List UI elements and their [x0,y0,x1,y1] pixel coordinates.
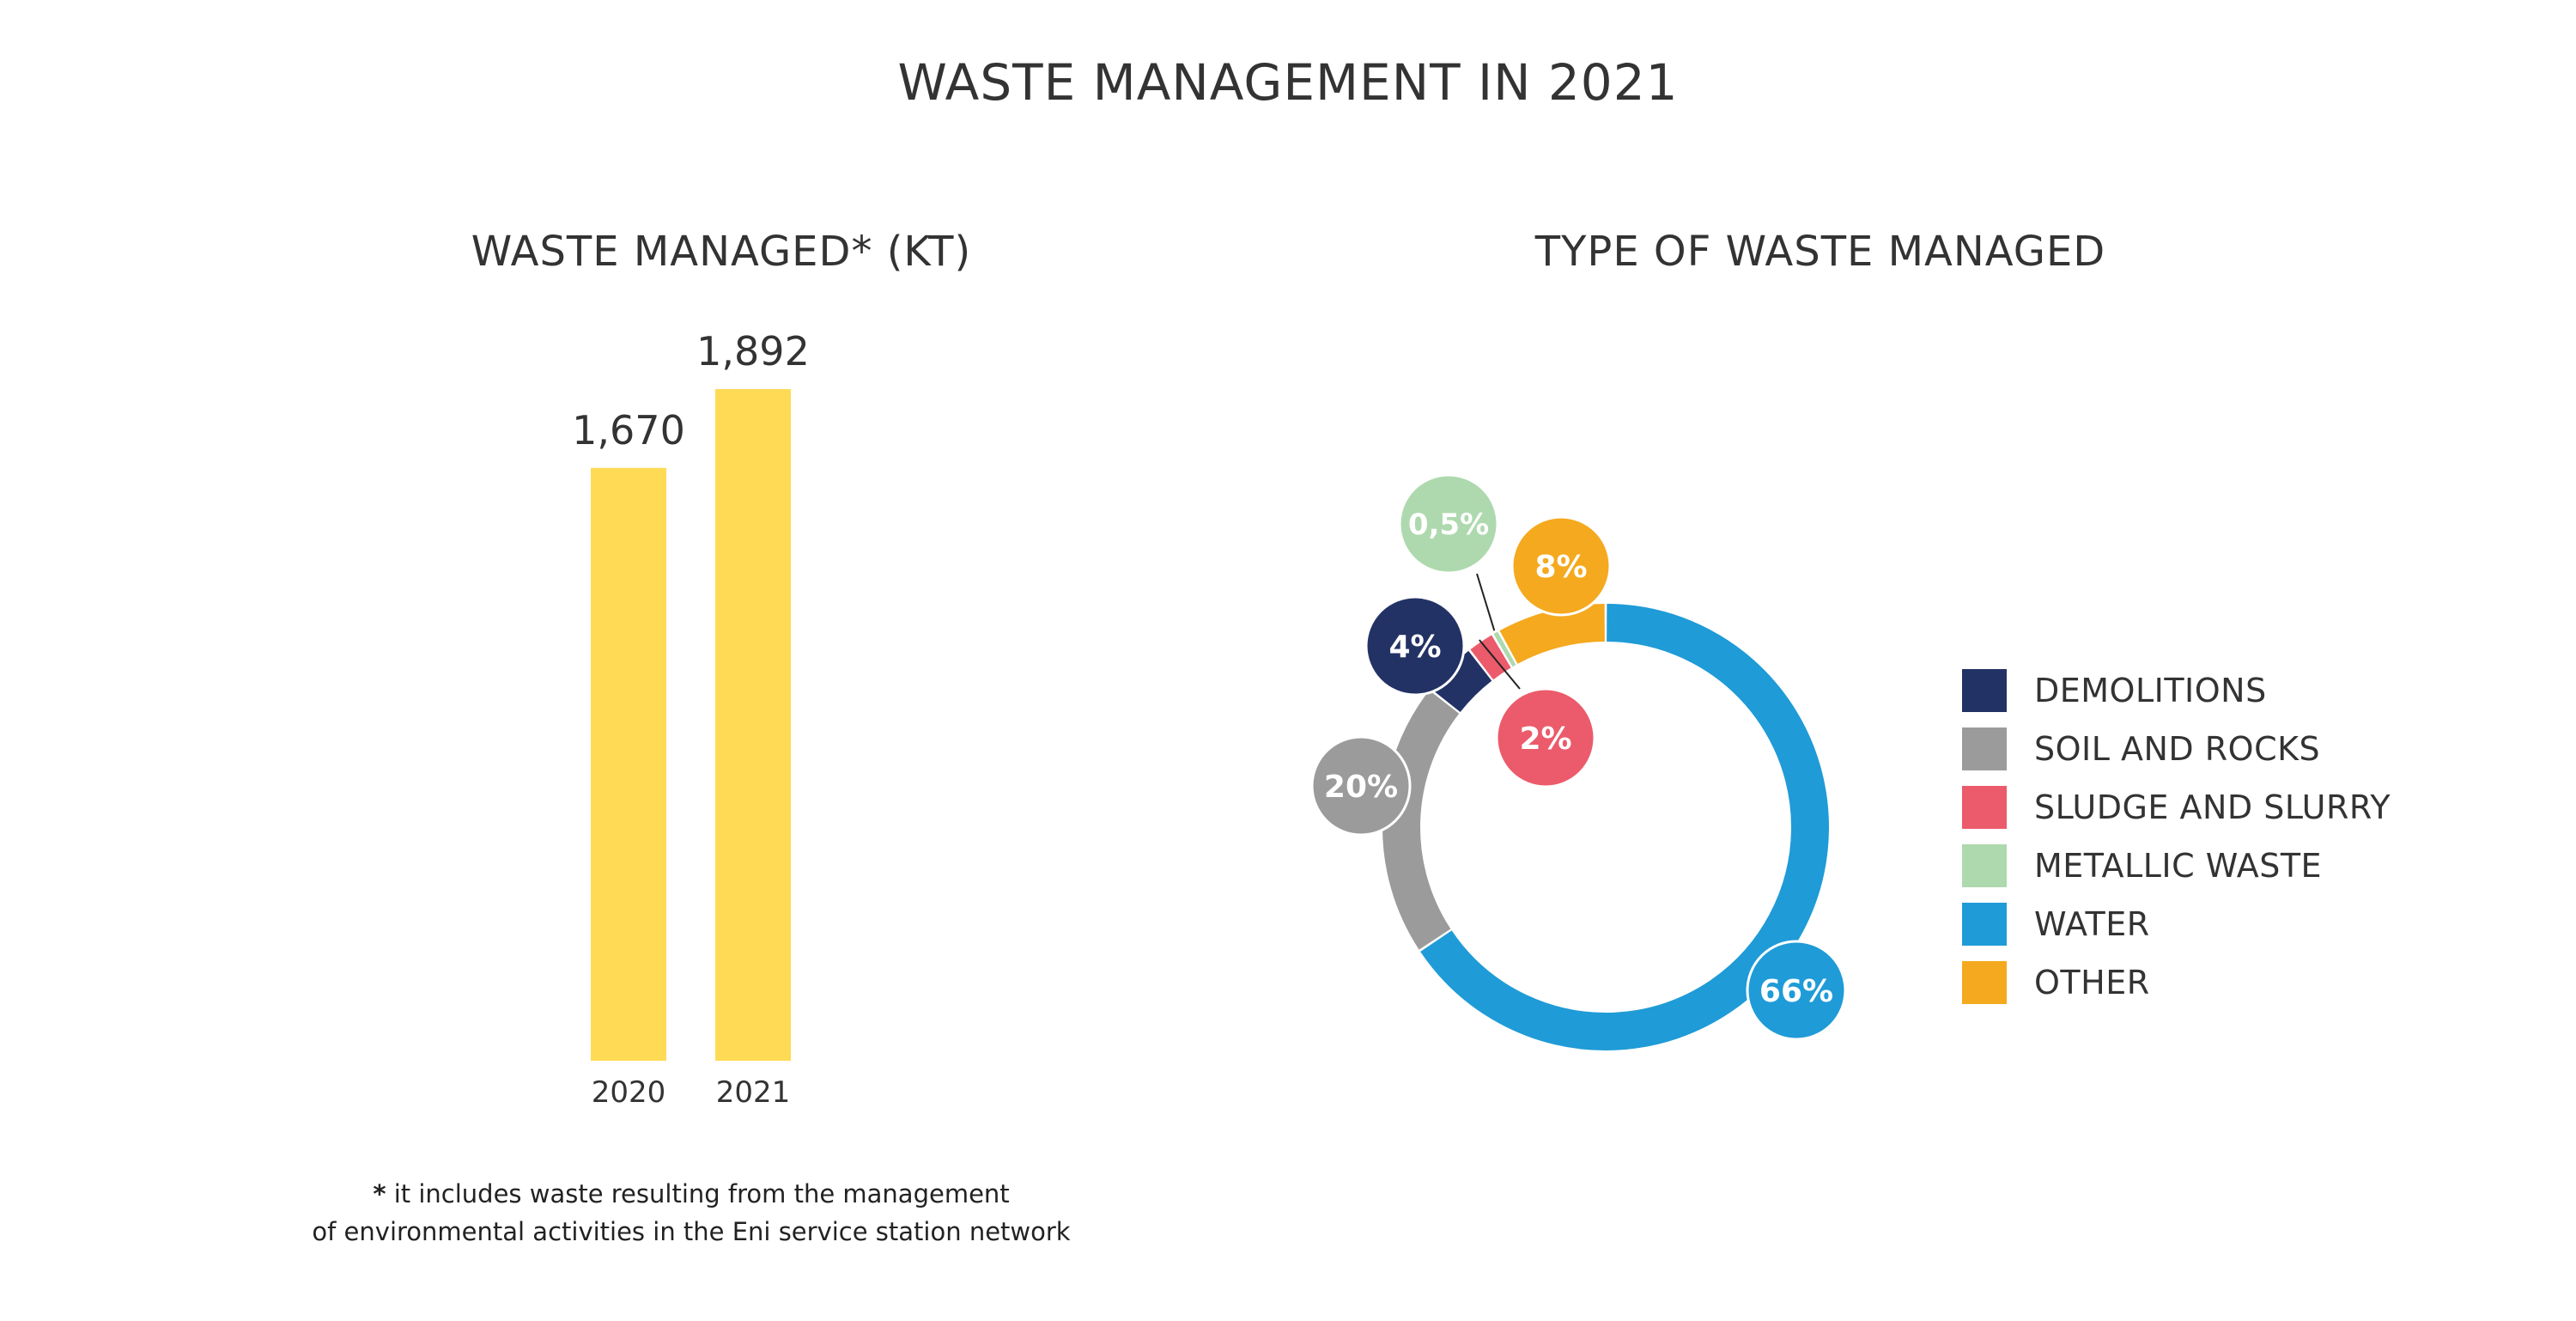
bar-category-label-2020: 2020 [592,1075,666,1110]
donut-legend: DEMOLITIONS SOIL AND ROCKS SLUDGE AND SLUR… [1962,661,2391,1012]
bar-chart-title: WASTE MANAGED* (KT) [471,228,972,276]
legend-swatch [1962,727,2007,770]
bubble-metallic-waste [1398,473,1499,575]
legend-label: SOIL AND ROCKS [2034,730,2321,768]
footnote: * it includes waste resulting from the m… [197,1175,1185,1251]
bubble-label-soil-and-rocks: 20% [1324,770,1398,805]
bubble-water [1746,940,1847,1041]
legend-item-demolitions: DEMOLITIONS [1962,661,2391,720]
bubble-label-other: 8% [1534,550,1587,585]
bar-value-label-2020: 1,670 [572,407,685,454]
main-title: WASTE MANAGEMENT IN 2021 [897,53,1679,112]
legend-item-metallic-waste: METALLIC WASTE [1962,837,2391,895]
bubble-label-demolitions: 4% [1388,630,1441,665]
legend-item-sludge-and-slurry: SLUDGE AND SLURRY [1962,778,2391,837]
bubble-sludge-and-slurry [1495,687,1596,788]
footnote-text-1: it includes waste resulting from the man… [393,1179,1010,1208]
legend-label: METALLIC WASTE [2034,847,2323,885]
legend-swatch [1962,669,2007,712]
legend-swatch [1962,903,2007,946]
legend-swatch [1962,786,2007,829]
legend-label: WATER [2034,905,2150,943]
donut-slice-water [1420,604,1829,1050]
legend-label: OTHER [2034,964,2150,1001]
leader-line-metallic-waste [1476,573,1496,631]
legend-item-soil-and-rocks: SOIL AND ROCKS [1962,720,2391,778]
bar-2020 [591,467,666,1061]
donut-slice-soil-and-rocks [1382,690,1460,950]
legend-swatch [1962,961,2007,1004]
donut-chart: 66% 20% 4% 2% 0,5% 8% [1310,473,1847,1050]
footnote-line-1: * it includes waste resulting from the m… [197,1175,1185,1213]
donut-slice-demolitions [1431,650,1492,713]
donut-slice-other [1499,604,1606,665]
bubble-label-metallic-waste: 0,5% [1408,508,1489,542]
legend-label: DEMOLITIONS [2034,672,2267,709]
legend-item-other: OTHER [1962,953,2391,1012]
bar-2021 [715,389,791,1061]
bubble-soil-and-rocks [1310,735,1412,837]
bar-value-label-2021: 1,892 [696,328,810,374]
bar-chart: 1,670 2020 1,892 2021 [572,328,810,1110]
legend-label: SLUDGE AND SLURRY [2034,788,2391,826]
legend-swatch [1962,844,2007,887]
donut-slice-sludge-and-slurry [1470,635,1511,680]
footnote-line-2: of environmental activities in the Eni s… [312,1217,1071,1246]
leader-line-sludge-and-slurry [1479,639,1521,690]
donut-slice-metallic-waste [1493,631,1516,667]
donut-chart-title: TYPE OF WASTE MANAGED [1534,228,2106,276]
bubble-demolitions [1364,595,1466,697]
bubble-label-sludge-and-slurry: 2% [1519,721,1571,757]
legend-item-water: WATER [1962,895,2391,953]
bar-category-label-2021: 2021 [716,1075,791,1110]
footnote-marker: * [373,1179,386,1208]
bubble-other [1510,515,1612,617]
bubble-label-water: 66% [1759,974,1833,1009]
